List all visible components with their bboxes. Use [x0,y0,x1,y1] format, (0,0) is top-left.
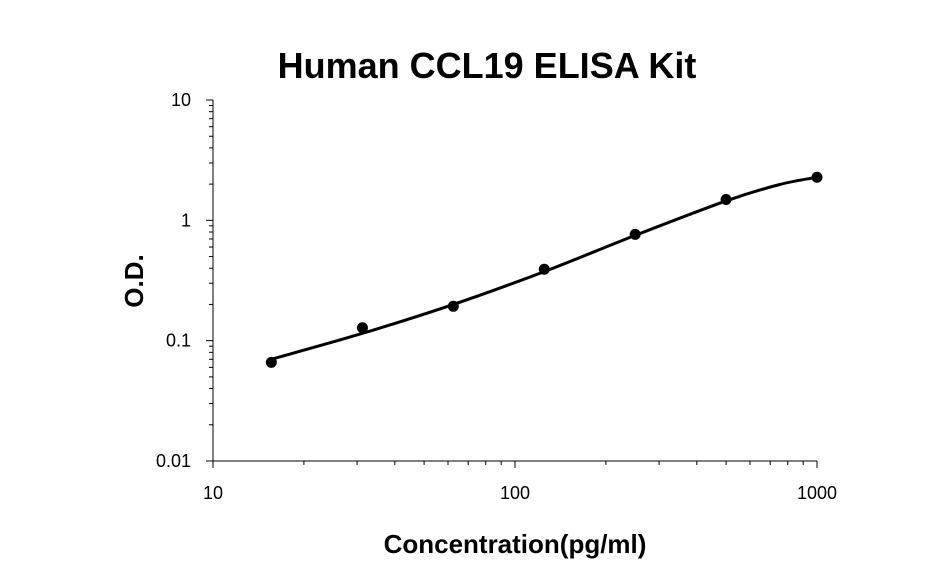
ticks [206,99,818,468]
x-axis-title: Concentration(pg/ml) [384,529,647,559]
tick-labels: 0.01 0.1 1 10 10 100 1000 [156,90,837,503]
fit-curves [269,175,819,361]
y-tick-label: 10 [171,90,191,110]
data-point [538,263,550,275]
y-tick-label: 0.01 [156,451,191,471]
axes [212,100,817,462]
chart-title: Human CCL19 ELISA Kit [278,45,697,86]
y-tick-label: 0.1 [166,331,191,351]
x-tick-label: 10 [203,483,223,503]
y-tick-label: 1 [181,210,191,230]
data-point [356,322,368,334]
fit-curve-line [269,175,819,361]
x-tick-label: 1000 [797,483,837,503]
data-points [265,171,823,368]
data-point [265,356,277,368]
data-point [720,193,732,205]
data-point [447,300,459,312]
x-tick-label: 100 [500,483,530,503]
data-point [629,228,641,240]
data-point [811,171,823,183]
y-axis-title: O.D. [119,254,149,307]
